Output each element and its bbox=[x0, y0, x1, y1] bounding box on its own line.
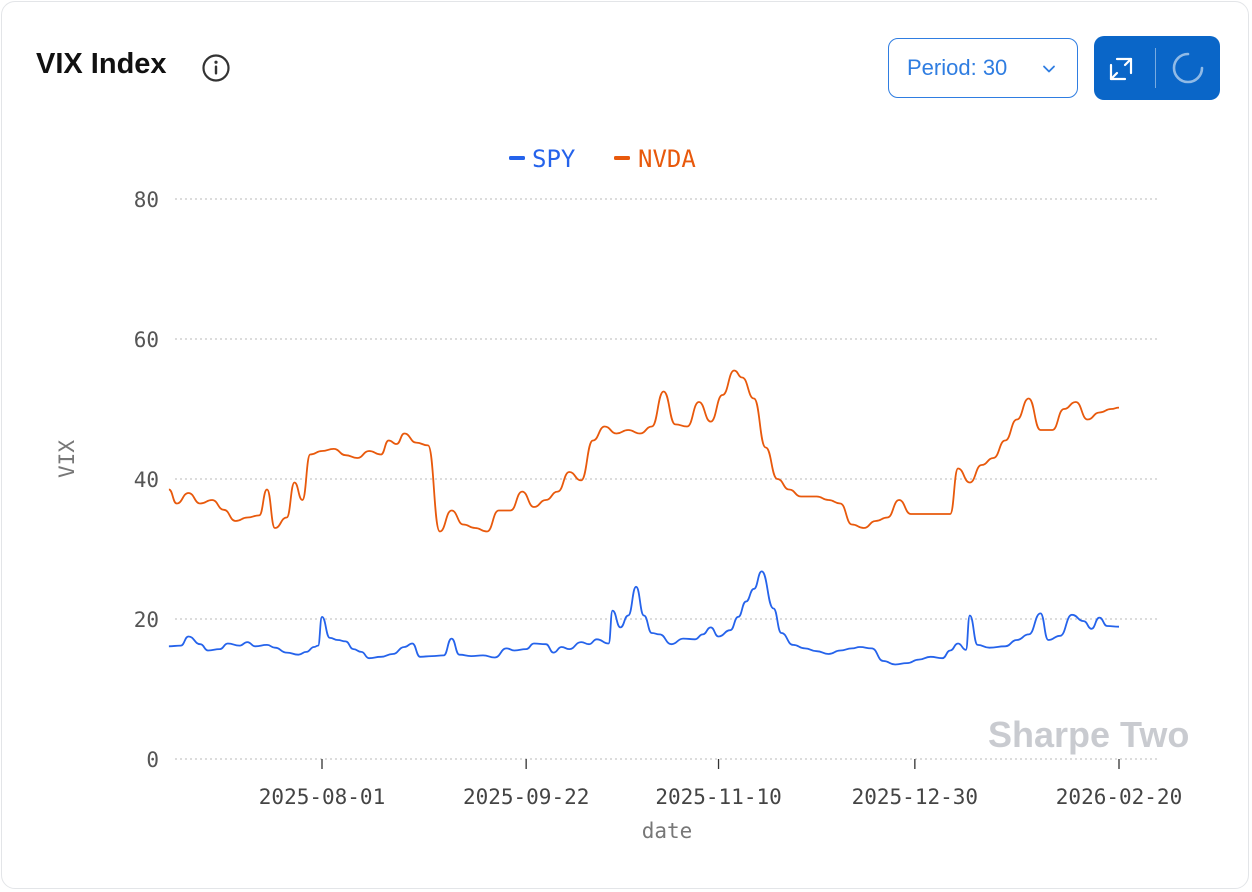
x-tick-label: 2025-11-10 bbox=[655, 785, 781, 809]
legend-label: NVDA bbox=[638, 145, 696, 173]
legend-label: SPY bbox=[532, 145, 576, 173]
info-icon[interactable] bbox=[201, 53, 231, 83]
x-tick-label: 2025-09-22 bbox=[463, 785, 589, 809]
x-axis-label: date bbox=[642, 819, 693, 843]
legend-swatch bbox=[509, 156, 525, 160]
chart-actions bbox=[1094, 36, 1220, 100]
x-tick-label: 2026-02-20 bbox=[1056, 785, 1182, 809]
y-tick-label: 40 bbox=[134, 468, 159, 492]
y-axis-label: VIX bbox=[55, 440, 79, 478]
button-divider bbox=[1155, 48, 1156, 88]
y-axis-ticks: 0 20 40 60 80 bbox=[134, 188, 159, 772]
chart-grid bbox=[175, 198, 1158, 760]
y-tick-label: 60 bbox=[134, 328, 159, 352]
period-label: Period: 30 bbox=[907, 55, 1008, 80]
legend-swatch bbox=[614, 156, 630, 160]
chevron-down-icon bbox=[1043, 65, 1055, 73]
watermark: Sharpe Two bbox=[988, 714, 1190, 755]
chart-legend: SPY NVDA bbox=[509, 145, 696, 173]
series-line-nvda bbox=[168, 369, 1120, 533]
period-dropdown[interactable]: Period: 30 bbox=[888, 38, 1078, 98]
x-axis-ticks: 2025-08-01 2025-09-22 2025-11-10 2025-12-30… bbox=[259, 759, 1182, 809]
loading-indicator bbox=[1160, 36, 1220, 100]
y-tick-label: 20 bbox=[134, 608, 159, 632]
series-line-spy bbox=[168, 570, 1120, 666]
y-tick-label: 0 bbox=[146, 748, 159, 772]
chart-series bbox=[168, 369, 1120, 666]
spinner-icon bbox=[1172, 52, 1204, 84]
expand-icon bbox=[1109, 57, 1133, 81]
page-title: VIX Index bbox=[36, 48, 167, 80]
y-tick-label: 80 bbox=[134, 188, 159, 212]
x-tick-label: 2025-12-30 bbox=[852, 785, 978, 809]
x-tick-label: 2025-08-01 bbox=[259, 785, 385, 809]
expand-button[interactable] bbox=[1094, 36, 1154, 100]
